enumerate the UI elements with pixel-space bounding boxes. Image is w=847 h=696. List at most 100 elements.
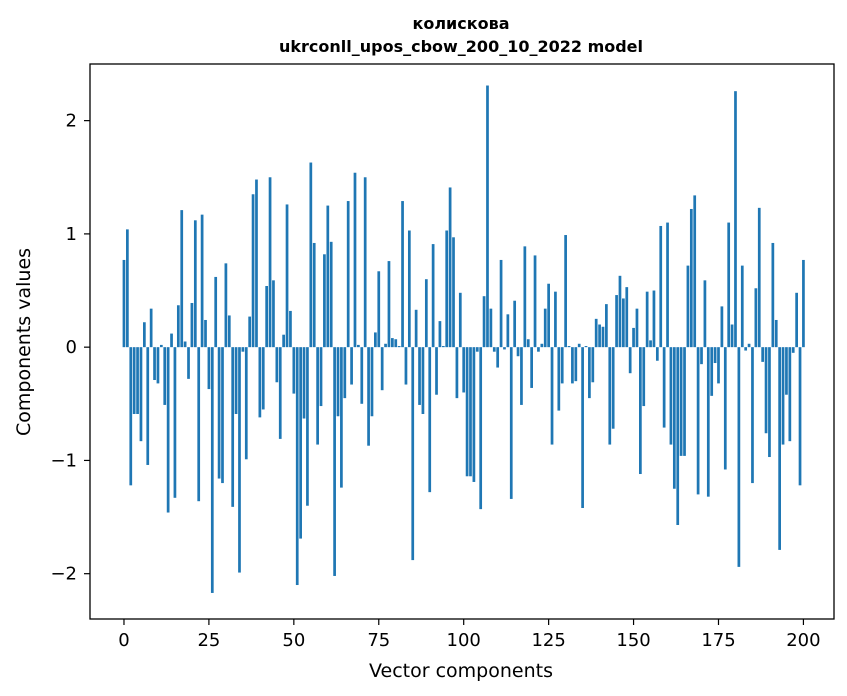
- bar: [357, 344, 360, 348]
- bar: [248, 316, 252, 348]
- bar: [255, 179, 258, 348]
- bar: [441, 346, 445, 348]
- bar: [768, 347, 771, 458]
- bar: [306, 347, 309, 506]
- bar: [122, 259, 126, 348]
- x-tick-label: 25: [197, 630, 220, 651]
- bar: [180, 210, 184, 348]
- bar: [547, 283, 550, 348]
- bar: [336, 347, 340, 417]
- bar: [411, 347, 415, 561]
- bar: [499, 259, 503, 348]
- bar: [560, 347, 564, 384]
- bar: [526, 339, 530, 348]
- bar: [652, 290, 656, 348]
- y-tick-label: 0: [66, 337, 77, 358]
- bar: [244, 347, 248, 460]
- x-tick-label: 0: [118, 630, 129, 651]
- bar: [720, 306, 724, 348]
- bar: [618, 275, 622, 348]
- y-tick-label: 1: [66, 224, 77, 245]
- bar: [207, 347, 211, 390]
- bar: [455, 347, 459, 399]
- bar: [669, 347, 673, 445]
- bar: [543, 308, 547, 348]
- x-axis: 0 25 50 75 100 125 150 175 200: [118, 619, 821, 651]
- bar: [727, 222, 731, 348]
- bar: [622, 298, 625, 348]
- bar: [771, 242, 775, 348]
- bar: [299, 347, 302, 539]
- bar: [431, 244, 435, 348]
- bar: [193, 220, 197, 348]
- bar: [608, 347, 612, 445]
- bar: [404, 347, 408, 385]
- bar: [723, 347, 727, 470]
- bar: [139, 347, 143, 442]
- bar: [418, 347, 421, 405]
- bar: [323, 254, 326, 348]
- x-tick-label: 125: [531, 630, 565, 651]
- bar: [221, 347, 224, 484]
- bar: [197, 347, 201, 502]
- bar: [136, 347, 139, 414]
- bar: [472, 347, 476, 482]
- x-tick-label: 100: [447, 630, 481, 651]
- bar: [384, 343, 387, 348]
- bar: [394, 339, 398, 348]
- bar: [584, 346, 588, 348]
- bar: [509, 347, 513, 499]
- bar: [489, 308, 493, 348]
- bar: [686, 265, 690, 348]
- bar: [713, 347, 717, 364]
- bar: [438, 321, 442, 348]
- bar: [479, 347, 483, 510]
- bar: [588, 347, 591, 399]
- bar: [679, 347, 683, 456]
- bar: [149, 308, 153, 348]
- bar: [343, 347, 347, 399]
- bar: [353, 172, 357, 348]
- bar: [737, 347, 741, 567]
- bar: [628, 347, 632, 374]
- bar: [132, 347, 136, 414]
- bar: [275, 347, 279, 383]
- bar: [333, 347, 336, 576]
- bar: [319, 347, 323, 407]
- bar: [554, 291, 557, 348]
- bar: [316, 347, 319, 445]
- bar: [662, 347, 666, 428]
- bar: [774, 319, 778, 348]
- bar: [350, 347, 353, 385]
- bar: [655, 347, 659, 361]
- bar: [666, 222, 669, 348]
- bar: [761, 347, 765, 362]
- bar: [448, 187, 452, 348]
- bar: [210, 347, 214, 593]
- bar: [615, 295, 618, 348]
- bar: [214, 276, 218, 348]
- bar: [204, 319, 207, 348]
- bar: [295, 347, 299, 586]
- bar: [751, 347, 754, 484]
- bar: [639, 347, 642, 475]
- bar: [764, 347, 768, 434]
- y-axis: −2 −1 0 1 2: [50, 111, 90, 585]
- bar: [730, 324, 734, 348]
- bar: [217, 347, 221, 479]
- bar: [717, 347, 720, 384]
- bar: [564, 235, 567, 348]
- bar: [146, 347, 150, 465]
- bar: [452, 237, 455, 348]
- bar: [227, 315, 231, 348]
- bar: [540, 343, 544, 348]
- bar: [173, 347, 177, 498]
- bar: [445, 230, 449, 348]
- bar: [340, 347, 343, 488]
- x-axis-label: Vector components: [369, 660, 553, 682]
- bar: [126, 229, 129, 348]
- bar: [574, 347, 578, 382]
- y-tick-label: −2: [50, 564, 77, 585]
- bar: [672, 347, 676, 489]
- bar: [414, 309, 418, 348]
